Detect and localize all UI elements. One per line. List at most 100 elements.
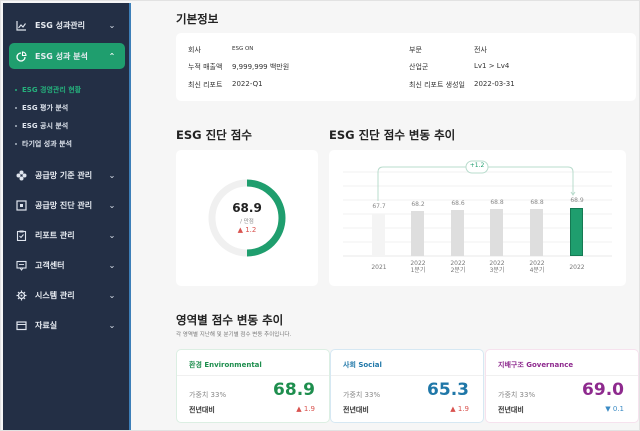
sidebar-item-label: 시스템 관리: [35, 290, 75, 300]
card-score: 68.9: [273, 380, 315, 400]
score-gauge: 68.9 / 만점 ▲ 1.2: [206, 177, 288, 259]
bullet-icon: [15, 143, 17, 145]
card-yoy-label: 전년대비: [343, 406, 369, 414]
chevron-down-icon: ⌄: [108, 170, 116, 180]
sidebar-item-report[interactable]: 리포트 관리 ⌄: [9, 223, 125, 247]
chevron-down-icon: ⌄: [108, 230, 116, 240]
trend-chart-grid: [343, 160, 612, 257]
sidebar-item-supply-standard[interactable]: 공급망 기준 관리 ⌄: [9, 163, 125, 187]
division-value: 전사: [474, 46, 487, 54]
company-value: ESG ON: [232, 46, 254, 52]
card-title: 사회 Social: [343, 361, 382, 369]
bullet-icon: [15, 89, 17, 91]
x-label: 2021: [371, 264, 387, 271]
bar-value: 68.6: [451, 200, 465, 207]
sidebar-item-label: 리포트 관리: [35, 230, 75, 240]
chevron-down-icon: ⌄: [108, 200, 116, 210]
bar-2022-q1: [411, 211, 424, 256]
diff-badge: +1.2: [469, 162, 485, 169]
bar-2021: [372, 214, 385, 256]
sidebar-item-customer-center[interactable]: 고객센터 ⌄: [9, 253, 125, 277]
chevron-up-icon: ⌃: [108, 51, 116, 61]
sidebar-subitem-esg-rating-analysis[interactable]: ESG 평가 분석: [15, 103, 68, 113]
sidebar-subitem-esg-disclosure-analysis[interactable]: ESG 공시 분석: [15, 121, 68, 131]
card-title: 지배구조 Governance: [498, 361, 574, 369]
x-label: 2022 4분기: [529, 260, 545, 274]
pie-chart-icon: [15, 50, 27, 62]
bar-value: 68.2: [411, 201, 425, 208]
clipboard-check-icon: [15, 229, 27, 241]
monitor-chat-icon: [15, 259, 27, 271]
sidebar-subitem-peer-analysis[interactable]: 타기업 성과 분석: [15, 139, 72, 149]
sidebar-item-system[interactable]: 시스템 관리 ⌄: [9, 283, 125, 307]
chevron-down-icon: ⌄: [108, 20, 116, 30]
trend-title: ESG 진단 점수 변동 추이: [329, 128, 456, 142]
card-delta: ▼ 0.1: [605, 405, 624, 413]
diagnosis-unit: / 만점: [240, 219, 254, 225]
social-card[interactable]: 사회 Social 가중치 33% 전년대비 65.3 ▲ 1.9: [330, 349, 484, 423]
square-target-icon: [15, 199, 27, 211]
bar-2022: [570, 208, 583, 256]
area-trend-description: 각 영역별 지난해 및 분기별 점수 변동 추이입니다.: [176, 332, 292, 338]
latest-report-value: 2022-Q1: [232, 80, 263, 88]
sidebar-item-esg-analysis[interactable]: ESG 성과 분석 ⌃: [9, 43, 125, 69]
diagnosis-card: [176, 150, 318, 286]
revenue-label: 누적 매출액: [188, 63, 223, 71]
bar-value: 68.9: [570, 197, 584, 204]
bar-2022-q2: [451, 210, 464, 256]
x-label: 2022 3분기: [489, 260, 505, 274]
bullet-icon: [15, 125, 17, 127]
division-label: 부문: [409, 46, 422, 54]
governance-card[interactable]: 지배구조 Governance 가중치 33% 전년대비 69.0 ▼ 0.1: [485, 349, 639, 423]
chevron-down-icon: ⌄: [108, 320, 116, 330]
report-date-label: 최신 리포트 생성일: [409, 81, 465, 89]
archive-box-icon: [15, 319, 27, 331]
card-score: 69.0: [582, 380, 624, 400]
line-chart-icon: [15, 19, 27, 31]
sidebar-item-label: 자료실: [35, 320, 58, 330]
sidebar-item-archive[interactable]: 자료실 ⌄: [9, 313, 125, 337]
x-label: 2022: [569, 264, 585, 271]
revenue-value: 9,999,999 백만원: [232, 63, 290, 71]
diagnosis-delta: ▲ 1.2: [237, 226, 257, 234]
card-delta: ▲ 1.9: [450, 405, 469, 413]
bullet-icon: [15, 107, 17, 109]
area-trend-title: 영역별 점수 변동 추이: [176, 313, 284, 327]
sidebar-item-label: ESG 성과 분석: [35, 51, 88, 61]
sidebar-item-label: ESG 성과관리: [35, 20, 86, 30]
sidebar-item-label: 공급망 기준 관리: [35, 170, 93, 180]
card-delta: ▲ 1.9: [296, 405, 315, 413]
card-weight: 가중치 33%: [189, 391, 227, 399]
card-yoy-label: 전년대비: [498, 406, 524, 414]
sidebar-item-esg-performance[interactable]: ESG 성과관리 ⌄: [9, 13, 125, 37]
card-divider: [177, 375, 329, 376]
chevron-down-icon: ⌄: [108, 260, 116, 270]
sidebar-item-label: 고객센터: [35, 260, 65, 270]
bar-2022-q4: [530, 209, 543, 256]
chevron-down-icon: ⌄: [108, 290, 116, 300]
bar-value: 67.7: [372, 203, 386, 210]
card-title: 환경 Environmental: [189, 361, 262, 369]
diagnosis-title: ESG 진단 점수: [176, 128, 252, 142]
sidebar-subitem-esg-management-status[interactable]: ESG 경영관리 현황: [15, 85, 81, 95]
bar-2022-q3: [490, 209, 503, 256]
sidebar-item-supply-diagnosis[interactable]: 공급망 진단 관리 ⌄: [9, 193, 125, 217]
x-label: 2022 2분기: [450, 260, 466, 274]
card-weight: 가중치 33%: [343, 391, 381, 399]
environmental-card[interactable]: 환경 Environmental 가중치 33% 전년대비 68.9 ▲ 1.9: [176, 349, 330, 423]
card-score: 65.3: [427, 380, 469, 400]
industry-label: 산업군: [409, 63, 429, 71]
sidebar: ESG 성과관리 ⌄ ESG 성과 분석 ⌃ ESG 경영관리 현황 ESG 평…: [3, 3, 131, 430]
basic-info-title: 기본정보: [176, 12, 219, 26]
latest-report-label: 최신 리포트: [188, 81, 223, 89]
bar-value: 68.8: [530, 199, 544, 206]
diagnosis-score: 68.9: [232, 201, 262, 215]
company-label: 회사: [188, 46, 201, 54]
basic-info-card: 회사 ESG ON 누적 매출액 9,999,999 백만원 최신 리포트 20…: [176, 33, 636, 101]
report-date-value: 2022-03-31: [474, 80, 515, 88]
sidebar-item-label: 공급망 진단 관리: [35, 200, 93, 210]
card-divider: [486, 375, 638, 376]
industry-value: Lv1 > Lv4: [474, 62, 510, 70]
network-icon: [15, 169, 27, 181]
